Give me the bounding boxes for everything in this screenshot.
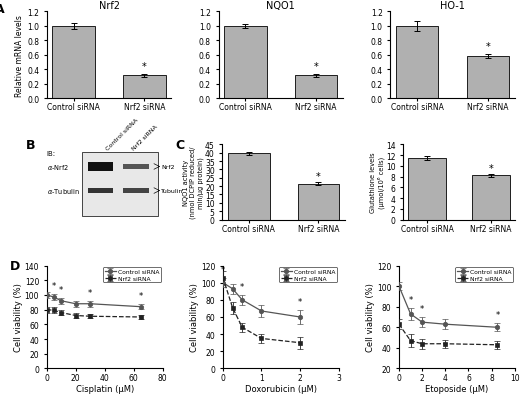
Text: *: * bbox=[221, 266, 225, 275]
Bar bbox=[295, 76, 337, 99]
Text: *: * bbox=[142, 62, 147, 72]
Text: *: * bbox=[486, 42, 490, 52]
Text: *: * bbox=[88, 288, 93, 297]
X-axis label: Doxorubicin (μM): Doxorubicin (μM) bbox=[245, 384, 317, 393]
Title: Nrf2: Nrf2 bbox=[98, 1, 120, 11]
Text: *: * bbox=[240, 282, 244, 291]
Text: B: B bbox=[25, 139, 35, 152]
Bar bbox=[123, 164, 149, 170]
Text: *: * bbox=[52, 281, 56, 290]
Y-axis label: Relative mRNA levels: Relative mRNA levels bbox=[15, 15, 24, 96]
X-axis label: Etoposide (μM): Etoposide (μM) bbox=[425, 384, 488, 393]
Text: $\alpha$-Tubulin: $\alpha$-Tubulin bbox=[47, 187, 80, 196]
Bar bbox=[297, 184, 339, 220]
Text: $\alpha$-Nrf2: $\alpha$-Nrf2 bbox=[47, 162, 69, 172]
Text: *: * bbox=[316, 171, 321, 181]
Text: *: * bbox=[298, 297, 302, 306]
Legend: Control siRNA, Nrf2 siRNA: Control siRNA, Nrf2 siRNA bbox=[103, 268, 161, 283]
Text: IB:: IB: bbox=[47, 151, 56, 157]
Text: Tubulin: Tubulin bbox=[162, 189, 184, 194]
Text: *: * bbox=[495, 310, 500, 319]
Bar bbox=[123, 76, 165, 99]
Y-axis label: Cell viability (%): Cell viability (%) bbox=[14, 283, 23, 352]
Title: HO-1: HO-1 bbox=[440, 1, 465, 11]
Text: Control siRNA: Control siRNA bbox=[106, 118, 139, 152]
Title: NQO1: NQO1 bbox=[266, 1, 295, 11]
Y-axis label: Glutathione levels
(μmol/10⁶ cells): Glutathione levels (μmol/10⁶ cells) bbox=[370, 152, 385, 213]
Y-axis label: Cell viability (%): Cell viability (%) bbox=[367, 283, 375, 352]
Text: C: C bbox=[176, 139, 185, 152]
Bar bbox=[228, 154, 270, 220]
Text: *: * bbox=[139, 292, 143, 301]
Bar bbox=[123, 188, 149, 194]
Y-axis label: Cell viability (%): Cell viability (%) bbox=[190, 283, 199, 352]
Bar bbox=[224, 27, 267, 99]
Y-axis label: NQO1 activity
(nmol DCPIP reduced/
min/μg protein): NQO1 activity (nmol DCPIP reduced/ min/μ… bbox=[183, 146, 203, 219]
Text: *: * bbox=[314, 62, 319, 72]
Bar bbox=[82, 152, 158, 216]
X-axis label: Cisplatin (μM): Cisplatin (μM) bbox=[75, 384, 134, 393]
Bar bbox=[53, 27, 95, 99]
Text: Nrf2 siRNA: Nrf2 siRNA bbox=[131, 124, 159, 152]
Bar bbox=[88, 163, 113, 171]
Text: Nrf2: Nrf2 bbox=[162, 164, 175, 170]
Bar bbox=[396, 27, 438, 99]
Bar bbox=[467, 57, 509, 99]
Text: *: * bbox=[408, 295, 413, 304]
Text: A: A bbox=[0, 4, 4, 17]
Bar bbox=[88, 188, 113, 194]
Legend: Control siRNA, Nrf2 siRNA: Control siRNA, Nrf2 siRNA bbox=[279, 268, 337, 283]
Legend: Control siRNA, Nrf2 siRNA: Control siRNA, Nrf2 siRNA bbox=[456, 268, 513, 283]
Bar bbox=[472, 176, 510, 220]
Bar bbox=[408, 158, 447, 220]
Text: *: * bbox=[488, 164, 493, 174]
Text: *: * bbox=[420, 304, 424, 313]
Text: D: D bbox=[10, 260, 20, 273]
Text: *: * bbox=[59, 285, 63, 294]
